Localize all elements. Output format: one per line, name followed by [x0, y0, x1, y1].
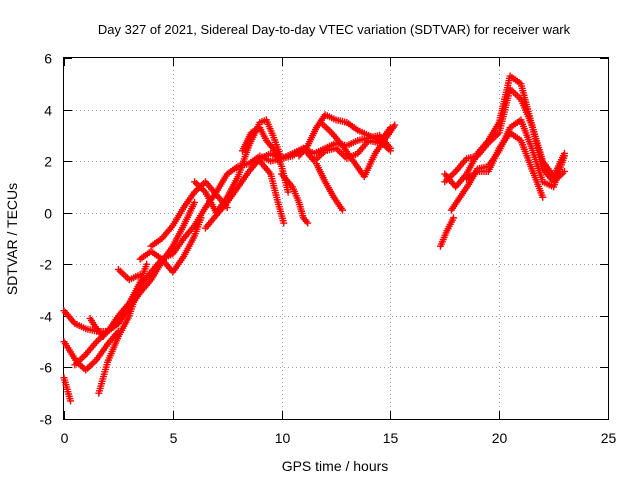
y-tick-label: -8	[40, 412, 53, 428]
y-tick-label: -6	[40, 360, 53, 376]
series-track-16	[312, 160, 347, 214]
x-tick-label: 10	[275, 430, 291, 446]
data-point-marker	[191, 198, 199, 206]
series-track-3	[60, 327, 122, 374]
x-axis-label: GPS time / hours	[282, 458, 389, 474]
data-point-marker	[304, 219, 312, 227]
series-track-18	[436, 214, 458, 250]
data-point-marker	[143, 260, 151, 268]
y-tick-label: 4	[44, 103, 52, 119]
series-track-7	[114, 265, 144, 284]
y-tick-label: 0	[44, 206, 52, 222]
y-tick-label: 2	[44, 154, 52, 170]
x-tick-label: 5	[170, 430, 178, 446]
data-point-marker	[386, 147, 394, 155]
y-tick-labels: -8 -6 -4 -2 0 2 4 6	[40, 51, 53, 428]
x-tick-label: 20	[492, 430, 508, 446]
data-point-marker	[560, 152, 568, 160]
y-tick-label: -4	[40, 309, 53, 325]
data-point-marker	[284, 188, 292, 196]
x-tick-label: 15	[383, 430, 399, 446]
plot-frame	[63, 57, 609, 420]
data-point-marker	[136, 271, 144, 279]
data-point-marker	[132, 291, 140, 299]
y-axis-label: SDTVAR / TECUs	[4, 183, 20, 295]
series-track-17	[317, 118, 399, 181]
data-point-marker	[280, 219, 288, 227]
series-track-13	[256, 157, 288, 227]
series-track-5	[86, 260, 151, 340]
data-points	[60, 72, 568, 405]
series-track-14	[278, 170, 312, 227]
x-tick-label: 0	[61, 430, 69, 446]
data-point-marker	[67, 397, 75, 405]
series-track-6	[95, 291, 140, 397]
series-track-20	[441, 85, 568, 186]
series-track-8	[136, 214, 205, 276]
series-track-1	[60, 374, 75, 405]
chart-title: Day 327 of 2021, Sidereal Day-to-day VTE…	[98, 22, 571, 37]
axis-ticks	[64, 58, 609, 420]
data-point-marker	[539, 193, 547, 201]
y-tick-label: -2	[40, 257, 53, 273]
x-tick-labels: 0 5 10 15 20 25	[61, 430, 617, 446]
series-track-21	[447, 116, 568, 214]
data-point-marker	[450, 214, 458, 222]
y-tick-label: 6	[44, 51, 52, 67]
series-track-10	[191, 116, 394, 217]
series-track-4	[71, 198, 199, 369]
series-track-22	[463, 129, 547, 201]
data-point-marker	[391, 121, 399, 129]
x-tick-label: 25	[601, 430, 617, 446]
data-point-marker	[339, 206, 347, 214]
data-point-marker	[197, 214, 205, 222]
